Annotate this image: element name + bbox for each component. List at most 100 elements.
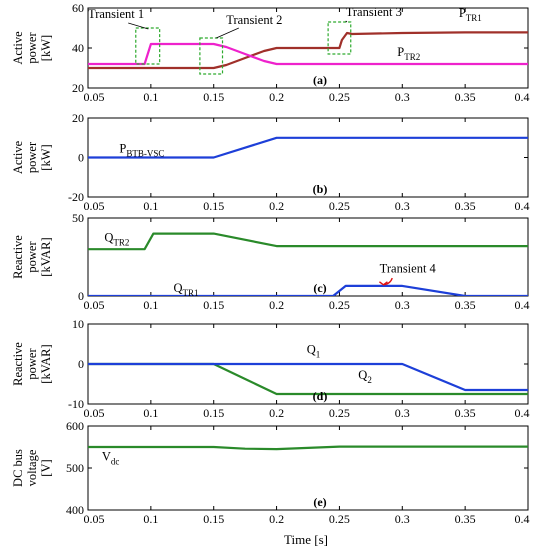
- annotation-text: Transient 3: [346, 5, 402, 19]
- y-axis-label: [kVAR]: [39, 237, 53, 276]
- y-axis-label: DC bus: [11, 449, 25, 487]
- x-tick-label: 0.2: [269, 90, 284, 104]
- x-tick-label: 0.15: [203, 512, 224, 526]
- x-tick-label: 0.35: [455, 406, 476, 420]
- panel-b: 0.05 0.1 0.15 0.2 0.25 0.3 0.35 0.4 -20 0 20 Active…: [11, 111, 530, 213]
- annotation-subscript: BTB-VSC: [126, 149, 164, 159]
- y-axis-label: Reactive: [11, 235, 25, 279]
- y-tick-label: 600: [66, 419, 84, 433]
- series-line-1: [88, 136, 528, 159]
- series-line-2: [88, 284, 528, 296]
- annotation: Q1: [307, 343, 321, 360]
- x-tick-label: 0.15: [203, 199, 224, 213]
- chart-panels: 0.05 0.1 0.15 0.2 0.25 0.3 0.35 0.4204060Active…: [11, 1, 530, 526]
- series-line-1: [88, 232, 528, 251]
- transient-4-arrowhead: [379, 281, 388, 286]
- x-tick-label: 0.35: [455, 298, 476, 312]
- annotation: Q2: [358, 368, 372, 385]
- series-line-1: [88, 445, 528, 451]
- x-tick-label: 0.35: [455, 512, 476, 526]
- y-axis-label: power: [25, 348, 39, 380]
- y-axis-label: Active: [11, 31, 25, 65]
- y-tick-label: 0: [78, 151, 84, 165]
- x-tick-label: 0.3: [395, 90, 410, 104]
- transient-box: [135, 27, 161, 65]
- y-tick-label: 0: [78, 357, 84, 371]
- x-tick-label: 0.2: [269, 406, 284, 420]
- y-tick-label: 400: [66, 503, 84, 517]
- annotation-text: P: [119, 142, 126, 156]
- annotation-text: P: [459, 6, 466, 20]
- x-tick-label: 0.4: [515, 90, 530, 104]
- y-axis-label: [kW]: [39, 35, 53, 61]
- y-tick-label: -10: [68, 397, 84, 411]
- x-tick-label: 0.25: [329, 199, 350, 213]
- x-tick-label: 0.3: [395, 298, 410, 312]
- panel-d: 0.05 0.1 0.15 0.2 0.25 0.3 0.35 0.4 -10 0 10 Reacti…: [11, 317, 530, 420]
- x-tick-label: 0.25: [329, 512, 350, 526]
- annotation: PBTB-VSC: [119, 142, 164, 159]
- x-axis-label: Time [s]: [284, 532, 328, 547]
- annotation-leader: [216, 27, 240, 39]
- y-tick-label: -20: [68, 190, 84, 204]
- x-tick-label: 0.05: [84, 298, 105, 312]
- plot-frame: [87, 217, 529, 297]
- x-tick-label: 0.4: [515, 512, 530, 526]
- x-tick-label: 0.05: [84, 90, 105, 104]
- annotation-subscript: TR1: [183, 288, 199, 298]
- panel-label: (c): [313, 281, 326, 295]
- y-axis-label: [kVAR]: [39, 344, 53, 383]
- x-tick-label: 0.1: [143, 199, 158, 213]
- annotation: Transient 1: [88, 7, 144, 21]
- annotation-subscript: TR2: [404, 52, 420, 62]
- annotation-text: Transient 4: [380, 262, 437, 276]
- panel-label: (d): [313, 389, 328, 403]
- x-tick-label: 0.15: [203, 406, 224, 420]
- annotation: QTR2: [104, 230, 129, 247]
- series-line-2: [88, 362, 528, 392]
- x-tick-label: 0.05: [84, 512, 105, 526]
- annotation-subscript: dc: [111, 456, 120, 466]
- annotation-text: Transient 1: [88, 7, 144, 21]
- y-axis-label: power: [25, 241, 39, 273]
- panel-label: (b): [313, 182, 328, 196]
- y-axis-label: [V]: [39, 459, 53, 476]
- annotation-subscript: TR1: [466, 13, 482, 23]
- y-axis-label: [kW]: [39, 144, 53, 170]
- annotation-text: Q: [307, 343, 316, 357]
- series-line-2: [88, 42, 528, 66]
- x-tick-label: 0.1: [143, 406, 158, 420]
- x-tick-label: 0.2: [269, 512, 284, 526]
- x-tick-label: 0.3: [395, 406, 410, 420]
- annotation-text: Q: [104, 230, 113, 244]
- y-axis-label: power: [25, 32, 39, 64]
- y-axis-label: voltage: [25, 449, 39, 486]
- annotation-text: Q: [358, 368, 367, 382]
- annotation: Transient 2: [226, 13, 282, 27]
- panel-e: 0.05 0.1 0.15 0.2 0.25 0.3 0.35 0.4 400 500 600 DC …: [11, 419, 530, 526]
- x-tick-label: 0.1: [143, 90, 158, 104]
- annotation-leader: [345, 20, 348, 23]
- y-tick-label: 60: [72, 1, 84, 15]
- y-axis-label: Reactive: [11, 342, 25, 386]
- x-tick-label: 0.4: [515, 199, 530, 213]
- annotation: QTR1: [173, 281, 198, 298]
- x-tick-label: 0.05: [84, 199, 105, 213]
- x-tick-label: 0.25: [329, 90, 350, 104]
- x-tick-label: 0.4: [515, 298, 530, 312]
- annotation: Transient 3: [346, 5, 402, 19]
- y-tick-label: 10: [72, 317, 84, 331]
- annotation-text: Transient 2: [226, 13, 282, 27]
- x-tick-label: 0.3: [395, 199, 410, 213]
- y-tick-label: 0: [78, 289, 84, 303]
- annotation: PTR2: [397, 45, 420, 62]
- transient-box: [199, 37, 224, 75]
- annotation-subscript: 1: [316, 350, 321, 360]
- annotation-text: Q: [173, 281, 182, 295]
- y-axis-label: power: [25, 141, 39, 173]
- panel-label: (e): [313, 495, 326, 509]
- transient-box: [327, 21, 352, 55]
- plot-frame: [87, 425, 529, 511]
- y-tick-label: 40: [72, 41, 84, 55]
